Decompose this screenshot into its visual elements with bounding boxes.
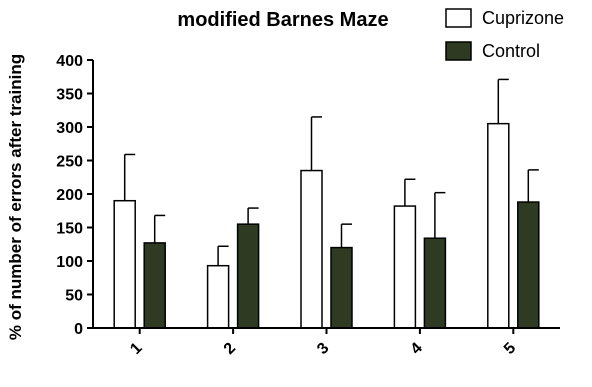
- legend-swatch-cuprizone: [445, 8, 472, 28]
- bar-control-2: [236, 223, 260, 329]
- y-tick-label: 300: [56, 120, 83, 137]
- chart-title: modified Barnes Maze: [177, 9, 388, 31]
- bar-cuprizone-5: [487, 122, 510, 329]
- y-tick-label: 200: [56, 187, 83, 204]
- bar-control-5: [517, 201, 540, 329]
- bar-cuprizone-1: [113, 199, 136, 329]
- legend-swatch-control: [445, 41, 472, 61]
- bar-control-3: [330, 246, 353, 329]
- y-tick-label: 350: [56, 87, 83, 104]
- legend-label-control: Control: [482, 41, 540, 61]
- bars: [113, 78, 540, 329]
- x-tick-label: 5: [501, 340, 519, 358]
- y-tick-label: 0: [74, 321, 83, 338]
- bar-cuprizone-4: [393, 205, 417, 329]
- x-tick-label: 3: [314, 340, 332, 358]
- x-tick-label: 4: [408, 340, 426, 358]
- bar-cuprizone-3: [300, 169, 323, 329]
- y-tick-label: 250: [56, 154, 83, 171]
- y-tick-label: 150: [56, 221, 83, 238]
- legend-label-cuprizone: Cuprizone: [482, 8, 564, 28]
- legend: Cuprizone Control: [445, 8, 564, 61]
- x-tick-label: 2: [221, 340, 239, 358]
- y-axis: 0 50 100 150 200 250 300 350 400: [56, 53, 94, 338]
- y-tick-label: 50: [65, 288, 83, 305]
- x-tick-label: 1: [127, 340, 145, 358]
- bar-control-4: [423, 237, 447, 329]
- y-tick-label: 400: [56, 53, 83, 70]
- y-axis-label: % of number of errors after training: [6, 54, 25, 340]
- bar-cuprizone-2: [206, 264, 230, 329]
- x-axis: 1 2 3 4 5: [93, 327, 560, 358]
- bar-control-1: [143, 242, 166, 329]
- y-tick-label: 100: [56, 254, 83, 271]
